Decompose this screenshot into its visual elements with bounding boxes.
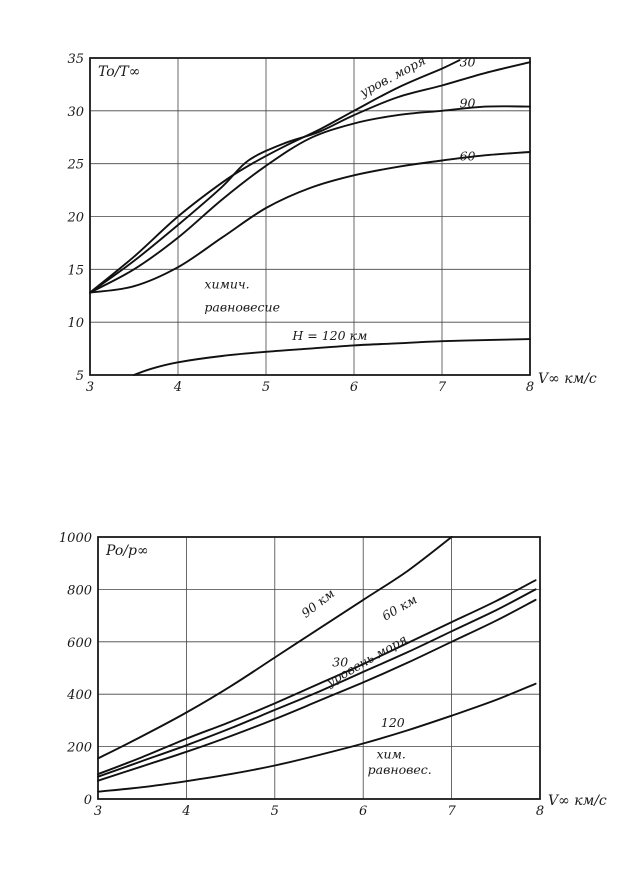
series-line xyxy=(97,579,537,776)
y-axis-label: Po/p∞ xyxy=(105,543,149,559)
series-label: 30 xyxy=(460,54,476,69)
series-label: уров. моря xyxy=(356,53,428,101)
annotation-label: хим. xyxy=(376,746,405,761)
series-label: 60 км xyxy=(379,592,419,624)
annotation-label: равновесие xyxy=(204,300,280,315)
y-tick-label: 30 xyxy=(67,105,84,120)
x-tick-label: 4 xyxy=(181,804,190,819)
x-tick-label: 6 xyxy=(350,380,358,395)
y-tick-label: 5 xyxy=(76,369,84,384)
y-tick-label: 25 xyxy=(66,158,84,173)
series-label: 90 км xyxy=(298,586,337,621)
series-label: 90 xyxy=(460,96,476,111)
annotation-label: равновес. xyxy=(368,762,432,777)
x-tick-label: 5 xyxy=(262,380,270,395)
y-tick-label: 600 xyxy=(67,636,92,651)
x-tick-label: 7 xyxy=(438,380,447,395)
pressure-ratio-chart: 3 4 5 6 7 8 0 200 400 600 800 1000 Po/p∞ V∞ км/с 90 км… xyxy=(59,531,607,819)
x-tick-label: 4 xyxy=(173,380,182,395)
x-tick-label: 8 xyxy=(536,804,544,819)
y-tick-label: 200 xyxy=(66,741,92,756)
plot-frame xyxy=(89,57,531,376)
annotation-label: H = 120 км xyxy=(291,328,367,343)
x-tick-label: 6 xyxy=(359,804,367,819)
x-tick-label: 8 xyxy=(526,380,534,395)
temperature-ratio-chart: 3 4 5 6 7 8 5 10 15 20 25 30 35 To/T∞ V∞ км/с уров. мор… xyxy=(66,52,596,395)
series-line xyxy=(133,338,531,376)
x-tick-label: 7 xyxy=(447,804,456,819)
series-line xyxy=(97,598,537,782)
y-tick-label: 800 xyxy=(67,583,92,598)
x-axis-label: V∞ км/с xyxy=(538,371,597,387)
y-tick-label: 20 xyxy=(66,211,84,226)
y-tick-label: 10 xyxy=(67,316,84,331)
y-tick-label: 1000 xyxy=(59,531,92,546)
series-line xyxy=(97,588,537,778)
series-label: 30 xyxy=(332,655,348,670)
series-line xyxy=(97,682,537,793)
plot-frame xyxy=(97,536,541,800)
x-tick-label: 5 xyxy=(271,804,279,819)
series-label: 60 xyxy=(460,148,476,163)
series-label: 120 xyxy=(381,715,405,730)
annotation-label: химич. xyxy=(204,276,249,291)
series-line xyxy=(89,151,531,294)
series-line xyxy=(89,105,531,294)
series-line xyxy=(89,61,531,294)
series-line xyxy=(97,536,453,760)
x-tick-label: 3 xyxy=(86,380,94,395)
y-tick-label: 35 xyxy=(67,52,84,67)
y-axis-label: To/T∞ xyxy=(98,64,140,80)
y-tick-label: 0 xyxy=(84,793,92,808)
y-tick-label: 15 xyxy=(67,263,84,278)
x-tick-label: 3 xyxy=(94,804,102,819)
series-line xyxy=(89,59,461,294)
x-axis-label: V∞ км/с xyxy=(548,793,607,809)
y-tick-label: 400 xyxy=(66,688,92,703)
